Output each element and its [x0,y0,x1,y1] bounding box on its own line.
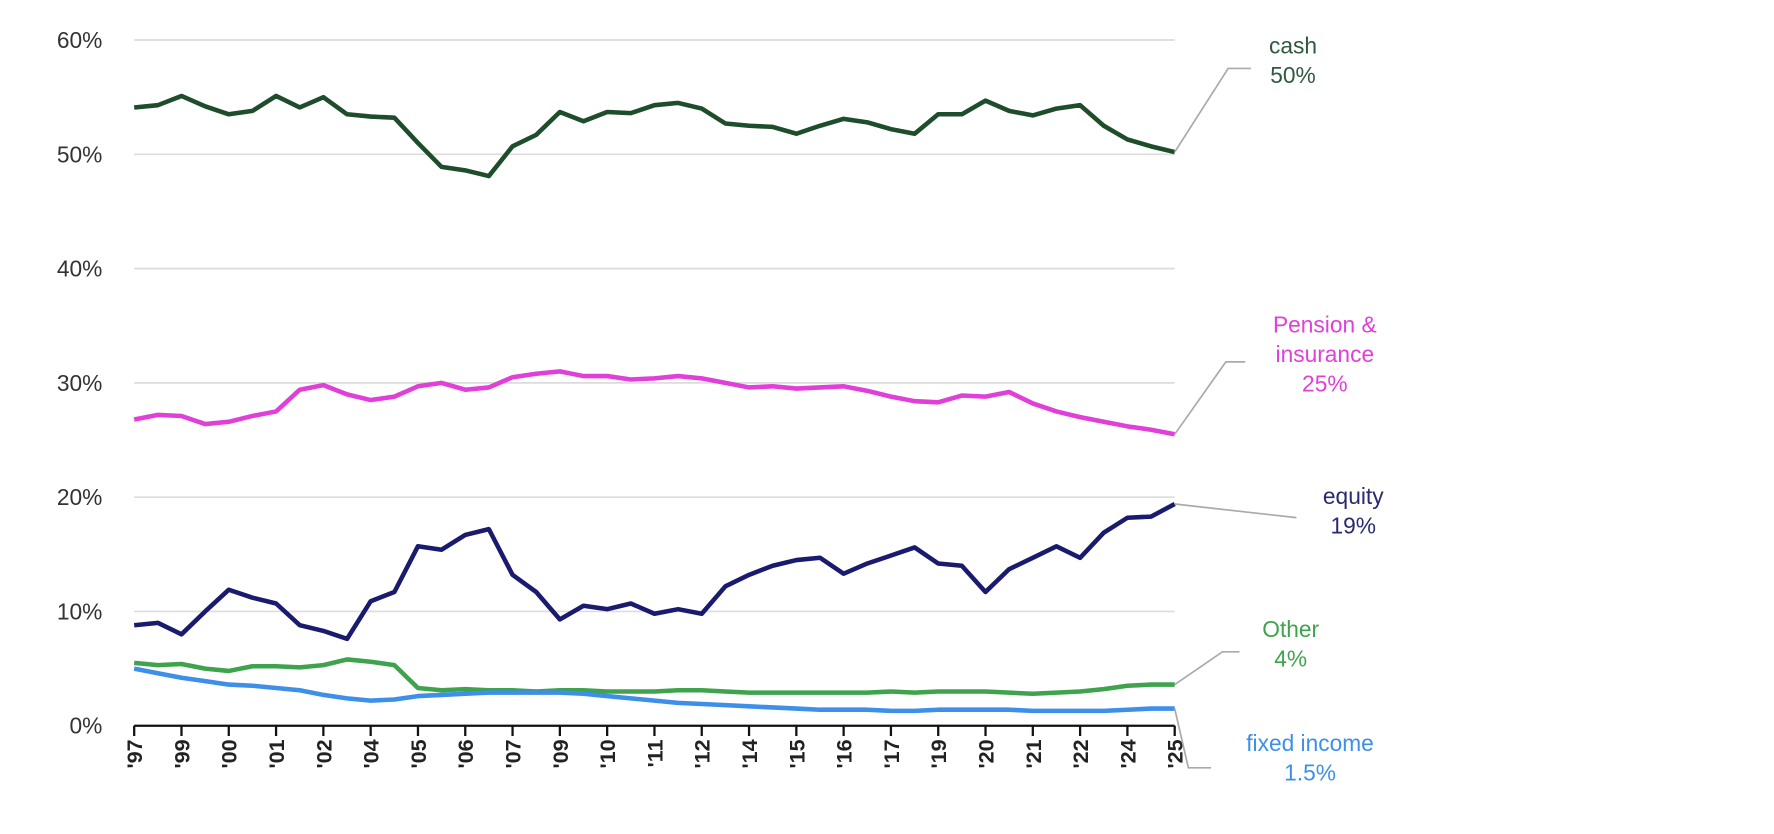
y-tick-label: 60% [57,27,103,53]
x-tick-label: '16 [832,739,857,768]
y-tick-label: 30% [57,370,103,396]
y-tick-label: 10% [57,598,103,624]
callout-leader-line [1173,67,1251,153]
x-tick-label: '25 [1163,739,1188,768]
x-axis: '97 '99 '00 '01 '02 '04 '05 '06 '07 '09 '10 '11 '12 '… [122,724,1188,769]
x-tick-label: '20 [973,739,998,768]
callout-leader-line [1173,708,1212,769]
x-tick-label: '14 [737,739,762,768]
callout-leader-line [1174,650,1240,686]
x-tick-label: '24 [1115,739,1140,768]
x-tick-label: '12 [690,739,715,768]
x-tick-label: '05 [406,739,431,768]
x-tick-label: '07 [501,739,526,768]
series-label-name: Pension & [1273,311,1377,337]
series-line-other [133,657,1175,697]
x-tick-label: '97 [122,739,147,768]
series-label-name: equity [1323,483,1384,509]
x-tick-label: '99 [169,739,194,768]
x-tick-label: '15 [784,739,809,768]
y-tick-label: 50% [57,141,103,167]
series-line-fixed-income [133,666,1175,714]
y-tick-label: 0% [69,713,102,739]
series-callouts: cash 50% Pension & insurance 25% equity 19% Oth… [1173,33,1384,785]
series-label-name: insurance [1276,341,1375,367]
series-label-value: 19% [1330,513,1376,539]
x-tick-label: '01 [264,739,289,768]
x-tick-label: '09 [548,739,573,768]
series-line-cash [133,93,1176,179]
series-label-name: cash [1269,33,1317,59]
series-label-value: 1.5% [1284,759,1336,785]
x-tick-label: '06 [453,739,478,768]
series-label-value: 4% [1274,646,1307,672]
x-tick-label: '11 [642,739,667,767]
x-tick-label: '00 [217,739,242,768]
series-line-equity [133,501,1176,642]
x-tick-label: '21 [1021,739,1046,768]
series-label-value: 25% [1302,370,1348,396]
series-label-name: Other [1262,616,1319,642]
series-line-pension-insurance [133,369,1176,437]
y-axis: 0% 10% 20% 30% 40% 50% 60% [57,27,103,739]
x-tick-label: '22 [1068,739,1093,768]
gridlines [134,39,1175,613]
series-label-name: fixed income [1246,730,1374,756]
x-tick-label: '17 [879,739,904,768]
series-label-value: 50% [1270,62,1316,88]
x-tick-label: '19 [926,739,951,768]
x-tick-label: '02 [311,739,336,768]
x-tick-label: '04 [359,739,384,768]
series-lines [133,93,1176,714]
x-tick-label: '10 [595,739,620,768]
callout-leader-line [1174,360,1246,435]
y-tick-label: 20% [57,484,103,510]
callout-leader-line [1174,503,1297,519]
y-tick-label: 40% [57,256,103,282]
